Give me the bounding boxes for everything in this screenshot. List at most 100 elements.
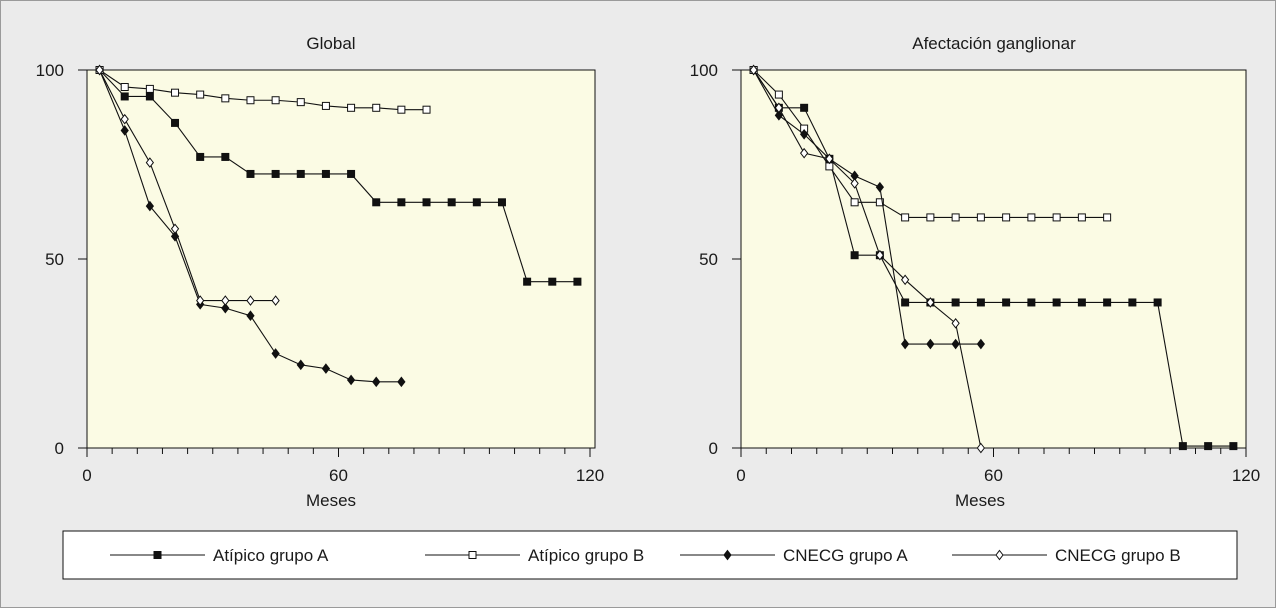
series-group xyxy=(95,64,582,388)
series-cnecg-grupo-b xyxy=(749,64,986,454)
x-axis-label: Meses xyxy=(306,491,356,510)
axes: 0 60 120 0 50 100 xyxy=(36,61,605,485)
data-point xyxy=(170,223,180,235)
data-point xyxy=(1103,298,1112,307)
data-point xyxy=(497,198,506,207)
x-tick-label: 0 xyxy=(736,466,745,485)
data-point xyxy=(951,317,960,329)
chart-afectacion-ganglionar: Afectación ganglionar 0 60 120 0 50 100 Meses xyxy=(690,34,1261,510)
data-point xyxy=(196,152,205,161)
series-line xyxy=(99,69,578,283)
legend-label: CNECG grupo B xyxy=(1055,546,1181,565)
data-point xyxy=(926,213,935,222)
series-line xyxy=(753,69,981,345)
data-point xyxy=(397,105,406,114)
legend: Atípico grupo A Atípico grupo B CNECG grup… xyxy=(62,530,1238,580)
data-point xyxy=(850,178,859,189)
data-point xyxy=(347,103,356,112)
data-point xyxy=(1077,213,1086,222)
data-point xyxy=(926,297,935,308)
data-point xyxy=(347,169,356,178)
y-tick-label: 50 xyxy=(45,250,64,269)
data-point xyxy=(95,64,104,76)
data-point xyxy=(145,84,154,93)
data-point xyxy=(145,200,155,212)
data-point xyxy=(271,96,280,105)
data-point xyxy=(296,359,305,371)
data-point xyxy=(221,295,230,306)
data-point xyxy=(120,83,129,92)
data-point xyxy=(1077,298,1086,307)
plot-area xyxy=(740,69,1247,449)
data-point xyxy=(573,277,582,286)
series-line xyxy=(99,69,276,302)
data-point xyxy=(397,376,406,388)
data-point xyxy=(1178,442,1187,451)
data-point xyxy=(1002,213,1011,222)
data-point xyxy=(951,298,960,307)
data-point xyxy=(1027,213,1036,222)
legend-label: Atípico grupo B xyxy=(528,546,644,565)
data-point xyxy=(926,338,935,350)
data-point xyxy=(900,274,910,286)
data-point xyxy=(901,213,910,222)
data-point xyxy=(850,251,859,260)
data-point xyxy=(825,153,834,165)
data-point xyxy=(145,157,155,168)
data-point xyxy=(1052,298,1061,307)
data-point xyxy=(120,113,129,125)
data-point xyxy=(120,92,129,101)
data-point xyxy=(774,102,784,114)
legend-label: Atípico grupo A xyxy=(213,546,329,565)
data-point xyxy=(1027,298,1036,307)
data-point xyxy=(372,376,381,388)
data-point xyxy=(221,302,230,314)
data-point xyxy=(951,213,960,222)
data-point xyxy=(246,295,255,306)
data-point xyxy=(850,198,859,207)
data-point xyxy=(321,169,330,178)
chart-global: Global 0 60 120 0 50 100 Meses xyxy=(36,34,605,510)
axes: 0 60 120 0 50 100 xyxy=(690,61,1261,485)
data-point xyxy=(447,198,456,207)
data-point xyxy=(196,295,205,306)
data-point xyxy=(422,198,431,207)
legend-item: CNECG grupo A xyxy=(680,546,908,565)
x-tick-label: 120 xyxy=(1232,466,1260,485)
series-cnecg-grupo-b xyxy=(95,64,280,306)
y-tick-label: 100 xyxy=(690,61,718,80)
data-point xyxy=(875,181,885,193)
legend-marker xyxy=(468,551,477,559)
data-point xyxy=(800,103,809,112)
legend-item: Atípico grupo A xyxy=(110,546,329,565)
data-point xyxy=(523,277,532,286)
x-tick-label: 60 xyxy=(984,466,1003,485)
y-tick-label: 50 xyxy=(699,250,718,269)
data-point xyxy=(1052,213,1061,222)
chart-title: Global xyxy=(306,34,355,53)
data-point xyxy=(799,128,809,140)
legend-items: Atípico grupo A Atípico grupo B CNECG grup… xyxy=(110,546,1181,565)
data-point xyxy=(120,125,129,136)
data-point xyxy=(246,169,255,178)
data-point xyxy=(774,90,783,99)
legend-item: Atípico grupo B xyxy=(425,546,644,565)
series-group xyxy=(749,64,1238,454)
data-point xyxy=(900,338,910,350)
chart-title: Afectación ganglionar xyxy=(912,34,1076,53)
data-point xyxy=(1229,442,1238,451)
data-point xyxy=(976,298,985,307)
data-point xyxy=(774,110,784,121)
data-point xyxy=(221,152,230,161)
data-point xyxy=(976,338,986,350)
y-tick-label: 100 xyxy=(36,61,64,80)
data-point xyxy=(246,310,255,322)
data-point xyxy=(145,92,154,101)
legend-item: CNECG grupo B xyxy=(952,546,1181,565)
plot-area xyxy=(86,69,596,449)
data-point xyxy=(1103,213,1112,222)
data-point xyxy=(976,213,985,222)
data-point xyxy=(196,90,205,99)
y-tick-label: 0 xyxy=(55,439,64,458)
data-point xyxy=(1204,442,1213,451)
